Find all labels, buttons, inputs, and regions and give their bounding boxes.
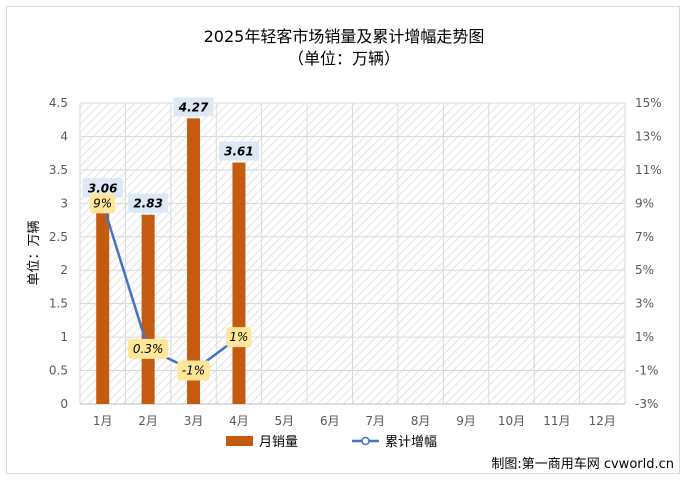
x-tick-label: 1月: [93, 414, 113, 428]
x-tick-label: 2月: [138, 414, 158, 428]
y-tick-label: 4.5: [49, 96, 68, 110]
line-label-bg: [90, 193, 116, 214]
line-value-label: 1%: [229, 330, 248, 344]
x-tick-label: 11月: [543, 414, 570, 428]
x-tick-label: 4月: [229, 414, 249, 428]
legend: 月销量 累计增幅: [226, 435, 437, 450]
x-tick-label: 7月: [365, 414, 385, 428]
line-label-bg: [128, 338, 169, 359]
y2-tick-label: 9%: [635, 196, 654, 210]
y-tick-label: 0.5: [49, 364, 68, 378]
y2-tick-label: 15%: [635, 96, 662, 110]
chart-subtitle: （单位：万辆）: [288, 49, 400, 68]
bar: [141, 214, 155, 404]
y-tick-label: 3: [60, 196, 68, 210]
x-tick-label: 8月: [411, 414, 431, 428]
line-label-bg: [177, 360, 210, 381]
bar-label-bg: [173, 97, 214, 117]
bar: [96, 199, 110, 404]
bar-value-label: 3.06: [88, 181, 118, 195]
y-tick-label: 3.5: [49, 163, 68, 177]
line-value-label: -1%: [182, 364, 205, 378]
line-value-label: 9%: [93, 196, 112, 210]
x-tick-label: 3月: [184, 414, 204, 428]
x-tick-label: 6月: [320, 414, 340, 428]
y2-tick-label: 1%: [635, 330, 654, 344]
y-axis-title: 单位：万辆: [27, 220, 42, 285]
bar: [232, 162, 246, 404]
gridlines: [79, 102, 626, 405]
y-tick-label: 0: [60, 397, 68, 411]
line-path: [101, 202, 240, 373]
y-tick-label: 1.5: [49, 297, 68, 311]
chart-title: 2025年轻客市场销量及累计增幅走势图: [204, 27, 485, 46]
y-tick-label: 4: [60, 129, 68, 143]
y2-tick-label: 11%: [635, 163, 662, 177]
legend-marker-line: [361, 436, 370, 446]
legend-swatch-bar: [226, 436, 253, 446]
data-labels: 3.06 2.83 4.27 3.61 9% 0.3% -1% 1%: [82, 97, 259, 381]
y2-tick-label: -1%: [635, 364, 658, 378]
y2-tick-label: 5%: [635, 263, 654, 277]
x-tick-label: 12月: [589, 414, 616, 428]
y-tick-label: 1: [60, 330, 68, 344]
x-tick-label: 9月: [456, 414, 476, 428]
y-tick-label: 2: [60, 263, 68, 277]
y2-tick-label: 3%: [635, 297, 654, 311]
y2-tick-label: 13%: [635, 129, 662, 143]
bar-label-bg: [82, 178, 123, 198]
x-tick-label: 10月: [498, 414, 525, 428]
bar-label-bg: [218, 141, 259, 161]
y2-tick-label: -3%: [635, 397, 658, 411]
axes: 0 0.5 1 1.5 2 2.5 3 3.5 4 4.5 -3% -1% 1% 3% 5% 7% 9% 11% 1…: [49, 96, 662, 428]
bar-label-bg: [128, 193, 169, 213]
legend-label-line: 累计增幅: [385, 435, 437, 450]
y2-tick-label: 7%: [635, 230, 654, 244]
line-value-label: 0.3%: [133, 342, 164, 356]
credit-text: 制图:第一商用车网 cvworld.cn: [491, 456, 674, 472]
x-tick-label: 5月: [275, 414, 295, 428]
legend-label-bar: 月销量: [259, 435, 298, 450]
bar-value-label: 2.83: [133, 197, 163, 211]
y-tick-label: 2.5: [49, 230, 68, 244]
bar-value-label: 4.27: [178, 100, 209, 114]
bar: [187, 118, 201, 404]
bar-value-label: 3.61: [224, 145, 254, 159]
line-label-bg: [226, 327, 252, 348]
